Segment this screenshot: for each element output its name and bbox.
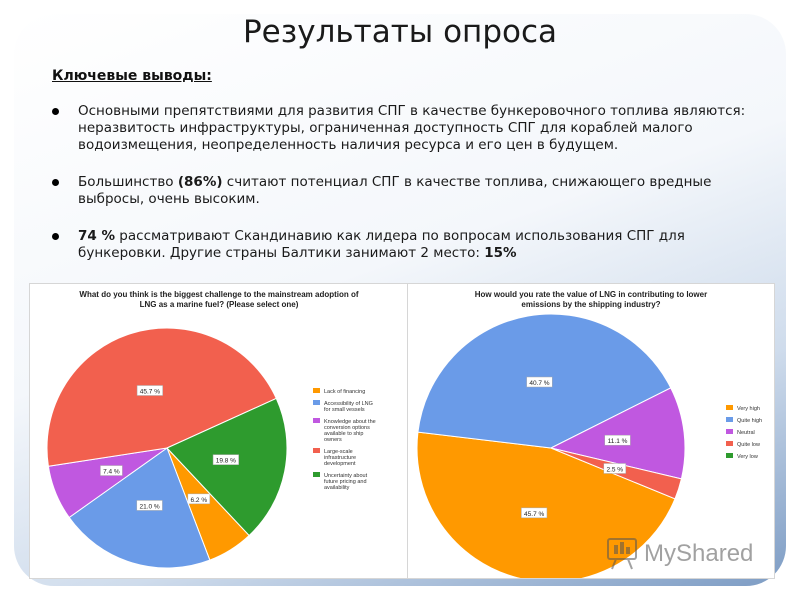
- legend-label: Lack of financing: [324, 389, 365, 395]
- pie-slice: [166, 397, 288, 537]
- pie-slice: [46, 327, 277, 467]
- myshared-logo-icon: MyShared: [607, 538, 753, 570]
- legend-swatch: [313, 418, 320, 423]
- data-label-box: [136, 385, 163, 396]
- legend-label: Neutral: [737, 430, 755, 436]
- pie-chart-emissions: 45.7 % 40.7 % 11.1 % 2.5 % Very high Quite hi…: [416, 313, 762, 578]
- data-label-box: [603, 463, 627, 474]
- bullet-list: Основными препятствиями для развития СПГ…: [48, 103, 748, 262]
- legend-swatch: [313, 472, 320, 477]
- legend-swatch: [726, 405, 733, 410]
- data-label-box: [100, 465, 123, 476]
- svg-text:MyShared: MyShared: [644, 540, 753, 567]
- watermark-logo: MyShared: [606, 533, 776, 571]
- bullet-text-bold: (86%): [177, 174, 223, 190]
- legend-label: Very high: [737, 406, 760, 412]
- pie-chart-challenge: 6.2 % 21.0 % 7.4 % 45.7 % 19.8 % Lack of fina…: [46, 327, 376, 569]
- data-label: 11.1 %: [608, 438, 628, 445]
- chart-title: What do you think is the biggest challen…: [79, 290, 359, 309]
- legend-swatch: [313, 388, 320, 393]
- bullet-dot: [52, 179, 59, 186]
- legend-swatch: [313, 448, 320, 453]
- pie-slice: [416, 431, 676, 578]
- legend-label: Uncertainty about future pricing and avail…: [324, 473, 368, 491]
- data-label: 6.2 %: [191, 497, 208, 504]
- legend-swatch: [313, 400, 320, 405]
- legend-label: Quite low: [737, 442, 760, 448]
- bullet-item: 74 % рассматривают Скандинавию как лидер…: [48, 228, 748, 262]
- chart-challenge: What do you think is the biggest challen…: [29, 283, 409, 579]
- data-label-box: [526, 376, 553, 388]
- slide-title: Результаты опроса: [242, 14, 558, 50]
- data-label: 40.7 %: [529, 380, 549, 387]
- bullet-dot: [52, 233, 59, 240]
- data-label: 45.7 %: [524, 511, 544, 518]
- data-label-box: [136, 500, 163, 511]
- bullet-text-mid: рассматривают Скандинавию как лидера по …: [78, 228, 685, 261]
- legend-label: Quite high: [737, 418, 762, 424]
- legend-swatch: [726, 453, 733, 458]
- bullet-item: Основными препятствиями для развития СПГ…: [48, 103, 748, 154]
- data-label-box: [212, 454, 239, 465]
- legend-label: Very low: [737, 454, 758, 460]
- data-label-box: [604, 434, 631, 446]
- legend-swatch: [726, 441, 733, 446]
- bullet-dot: [52, 108, 59, 115]
- subheading: Ключевые выводы:: [52, 68, 212, 84]
- data-label: 21.0 %: [139, 503, 159, 510]
- data-label-box: [187, 493, 211, 505]
- data-label: 45.7 %: [140, 388, 160, 395]
- bullet-text-bold-start: 74 %: [78, 228, 116, 244]
- data-label: 7.4 %: [103, 469, 120, 476]
- legend-label: Large-scale infrastructure development: [324, 449, 356, 467]
- data-label: 2.5 %: [606, 466, 623, 473]
- legend-label: Knowledge about the conversion options ava…: [324, 419, 376, 443]
- legend-swatch: [726, 429, 733, 434]
- bullet-text-post: считают потенциал СПГ в качестве топлива…: [78, 174, 712, 207]
- legend-label: Accessibility of LNG for small vessels: [324, 401, 373, 413]
- legend-swatch: [726, 417, 733, 422]
- pie-slice: [549, 387, 686, 480]
- bullet-text: Основными препятствиями для развития СПГ…: [78, 103, 746, 153]
- data-label-box: [521, 507, 548, 519]
- chart-title: How would you rate the value of LNG in c…: [474, 290, 708, 309]
- chart-emissions: How would you rate the value of LNG in c…: [407, 283, 775, 579]
- bullet-item: Большинство (86%) считают потенциал СПГ …: [48, 174, 748, 208]
- data-label: 19.8 %: [216, 458, 236, 465]
- bullet-text-bold-end: 15%: [484, 245, 517, 261]
- bullet-text-pre: Большинство: [78, 174, 178, 190]
